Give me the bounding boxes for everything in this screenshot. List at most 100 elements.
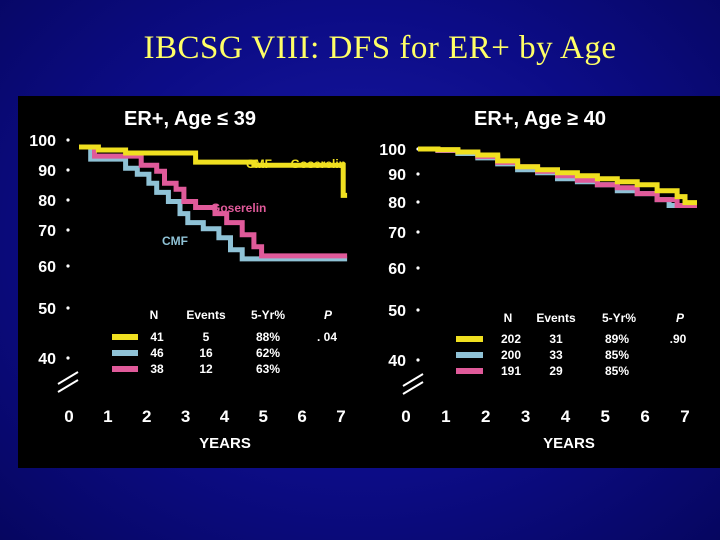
- table-cell-events: 31: [549, 332, 563, 346]
- table-row: 202 31 89% .90: [456, 332, 687, 346]
- y-tick-dot: [416, 230, 420, 234]
- table-cell-n: 38: [150, 362, 164, 376]
- right-axis-marks: [402, 147, 424, 395]
- table-cell-n: 202: [501, 332, 521, 346]
- x-tick-label: 3: [521, 407, 530, 426]
- y-tick-dot: [66, 168, 70, 172]
- y-tick-dot: [66, 228, 70, 232]
- table-cell-n: 200: [501, 348, 521, 362]
- y-tick-label: 70: [38, 223, 56, 240]
- left-table-header-5yr: 5-Yr%: [251, 308, 285, 322]
- y-tick-dot: [416, 358, 420, 362]
- table-cell-5yr: 85%: [605, 348, 629, 362]
- right-table-header-n: N: [504, 311, 513, 325]
- x-tick-label: 4: [561, 407, 571, 426]
- y-tick-label: 40: [388, 353, 406, 370]
- x-tick-label: 1: [103, 407, 112, 426]
- right-table-header-events: Events: [536, 311, 576, 325]
- right-table-header-5yr: 5-Yr%: [602, 311, 636, 325]
- slide-title: IBCSG VIII: DFS for ER+ by Age: [143, 30, 617, 66]
- left-table-header-p: P: [324, 308, 333, 322]
- x-tick-label: 5: [601, 407, 610, 426]
- y-tick-dot: [66, 198, 70, 202]
- right-x-ticks: 0 1 2 3 4 5 6 7: [401, 407, 689, 426]
- table-cell-events: 33: [549, 348, 563, 362]
- left-annotation-cmf: CMF: [162, 234, 188, 248]
- x-tick-label: 1: [441, 407, 450, 426]
- left-series: [79, 144, 348, 262]
- series-line-cmf: [79, 144, 348, 262]
- table-row: 191 29 85%: [456, 364, 629, 378]
- y-tick-label: 80: [38, 193, 56, 210]
- y-tick-label: 100: [29, 133, 56, 150]
- x-tick-label: 6: [297, 407, 306, 426]
- right-table-header-p: P: [676, 311, 685, 325]
- x-tick-label: 0: [401, 407, 410, 426]
- y-tick-label: 60: [388, 261, 406, 278]
- x-tick-label: 7: [680, 407, 689, 426]
- table-row: 200 33 85%: [456, 348, 629, 362]
- left-x-ticks: 0 1 2 3 4 5 6 7: [64, 407, 345, 426]
- y-tick-dot: [66, 356, 70, 360]
- right-y-ticks: 100 90 80 70 60 50 40: [379, 142, 406, 370]
- table-cell-p: .90: [670, 332, 687, 346]
- y-tick-label: 60: [38, 259, 56, 276]
- table-cell-5yr: 88%: [256, 330, 280, 344]
- series-line-goserelin: [79, 144, 348, 259]
- y-tick-dot: [416, 266, 420, 270]
- series-line-goserelin-then-cmf: [418, 146, 697, 206]
- table-cell-n: 41: [150, 330, 164, 344]
- table-row: 38 12 63%: [112, 362, 280, 376]
- left-chart-title: ER+, Age ≤ 39: [124, 108, 256, 130]
- left-annotation-cmf-goserelin: CMF → Goserelin: [246, 157, 346, 171]
- left-y-ticks: 100 90 80 70 60 50 40: [29, 133, 56, 368]
- y-tick-dot: [416, 308, 420, 312]
- left-x-axis-label: YEARS: [199, 435, 251, 452]
- y-tick-label: 90: [38, 163, 56, 180]
- left-stats-table: N Events 5-Yr% P 41 5 88% . 04 46 16 62%: [112, 308, 337, 376]
- left-axis-marks: [57, 138, 79, 393]
- y-tick-label: 80: [388, 195, 406, 212]
- axis-break-mark: [57, 371, 79, 385]
- y-tick-label: 100: [379, 142, 406, 159]
- y-tick-label: 90: [388, 167, 406, 184]
- right-chart: ER+, Age ≥ 40 100 90 80 70 60 50 40 0 1 2 3 4 5 6 7 Y…: [379, 108, 697, 452]
- axis-break-mark: [402, 373, 424, 387]
- left-table-header-events: Events: [186, 308, 226, 322]
- series-line-goserelin-then-cmf: [79, 144, 348, 198]
- x-tick-label: 3: [181, 407, 190, 426]
- table-cell-p: . 04: [317, 330, 337, 344]
- y-tick-label: 50: [388, 303, 406, 320]
- x-tick-label: 0: [64, 407, 73, 426]
- y-tick-dot: [66, 306, 70, 310]
- left-annotation-goserelin: Goserelin: [211, 201, 266, 215]
- table-row: 46 16 62%: [112, 346, 280, 360]
- axis-break-mark: [57, 379, 79, 393]
- x-tick-label: 7: [336, 407, 345, 426]
- table-cell-events: 12: [199, 362, 213, 376]
- x-tick-label: 6: [640, 407, 649, 426]
- y-tick-label: 70: [388, 225, 406, 242]
- y-tick-dot: [66, 264, 70, 268]
- table-cell-events: 29: [549, 364, 563, 378]
- right-chart-title: ER+, Age ≥ 40: [474, 108, 606, 130]
- left-table-header-n: N: [150, 308, 159, 322]
- y-tick-dot: [416, 172, 420, 176]
- table-cell-5yr: 63%: [256, 362, 280, 376]
- y-tick-label: 50: [38, 301, 56, 318]
- table-cell-events: 5: [203, 330, 210, 344]
- y-tick-label: 40: [38, 351, 56, 368]
- table-cell-n: 46: [150, 346, 164, 360]
- table-row: 41 5 88% . 04: [112, 330, 337, 344]
- table-cell-5yr: 89%: [605, 332, 629, 346]
- x-tick-label: 2: [142, 407, 151, 426]
- right-series: [418, 146, 697, 208]
- right-x-axis-label: YEARS: [543, 435, 595, 452]
- table-cell-events: 16: [199, 346, 213, 360]
- table-cell-5yr: 85%: [605, 364, 629, 378]
- table-cell-n: 191: [501, 364, 521, 378]
- axis-break-mark: [402, 381, 424, 395]
